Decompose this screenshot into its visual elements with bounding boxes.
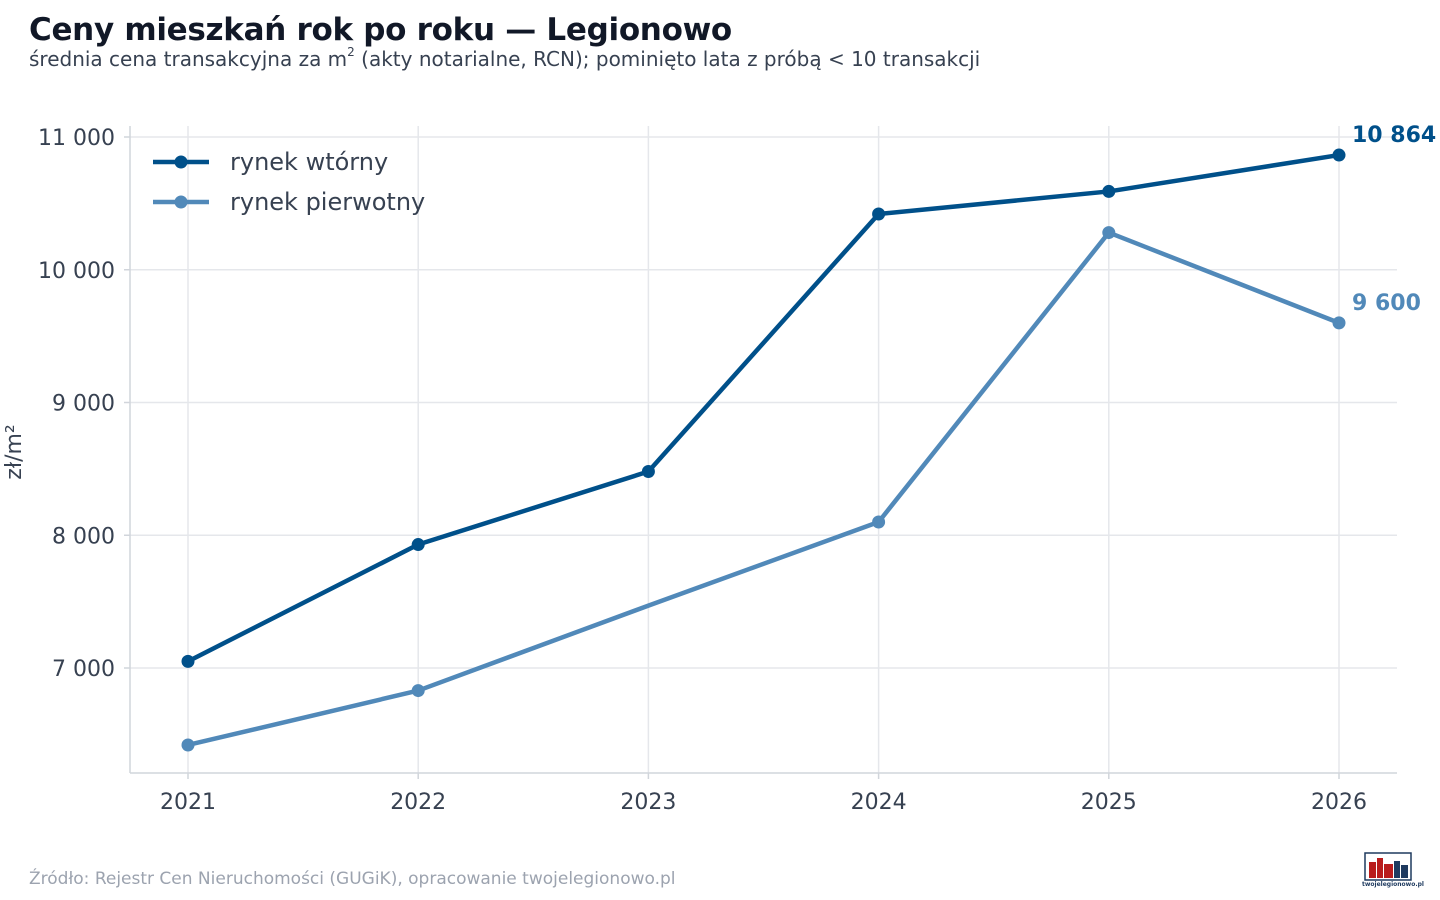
- source-note: Źródło: Rejestr Cen Nieruchomości (GUGiK…: [29, 869, 676, 889]
- data-point: [1102, 184, 1116, 198]
- legend-swatch-marker: [174, 195, 188, 209]
- data-point: [872, 515, 886, 529]
- subtitle-rest: (akty notarialne, RCN); pominięto lata z…: [354, 47, 981, 71]
- y-tick-label: 9 000: [52, 392, 115, 417]
- y-tick-label: 7 000: [52, 657, 115, 682]
- series-line: [185, 152, 1342, 664]
- legend-label: rynek pierwotny: [230, 188, 425, 216]
- legend-label: rynek wtórny: [230, 148, 388, 176]
- legend-swatch-marker: [174, 155, 188, 169]
- data-point: [411, 684, 425, 698]
- end-value-label: 9 600: [1352, 291, 1421, 316]
- data-point: [411, 538, 425, 552]
- data-point: [1332, 148, 1346, 162]
- subtitle-main: średnia cena transakcyjna za m: [29, 47, 348, 71]
- x-tick-label: 2026: [1311, 790, 1367, 815]
- subtitle-superscript: 2: [347, 45, 355, 60]
- data-point: [872, 207, 886, 221]
- data-point: [181, 654, 195, 668]
- x-tick-label: 2023: [620, 790, 676, 815]
- chart-subtitle: średnia cena transakcyjna za m2 (akty no…: [29, 45, 981, 71]
- data-point: [181, 738, 195, 752]
- y-axis-label: zł/m²: [2, 424, 27, 479]
- logo-icon: [1364, 852, 1412, 881]
- data-point: [1102, 226, 1116, 240]
- data-point: [641, 465, 655, 479]
- x-tick-label: 2025: [1081, 790, 1137, 815]
- end-value-label: 10 864: [1352, 123, 1436, 148]
- y-tick-label: 8 000: [52, 524, 115, 549]
- y-tick-label: 10 000: [38, 259, 115, 284]
- data-point: [1332, 316, 1346, 330]
- x-tick-label: 2024: [851, 790, 907, 815]
- x-tick-label: 2022: [390, 790, 446, 815]
- x-tick-label: 2021: [160, 790, 216, 815]
- y-tick-label: 11 000: [38, 126, 115, 151]
- logo-text: twojelegionowo.pl: [1362, 881, 1424, 888]
- series-line: [185, 230, 1342, 748]
- chart-title: Ceny mieszkań rok po roku — Legionowo: [29, 12, 732, 48]
